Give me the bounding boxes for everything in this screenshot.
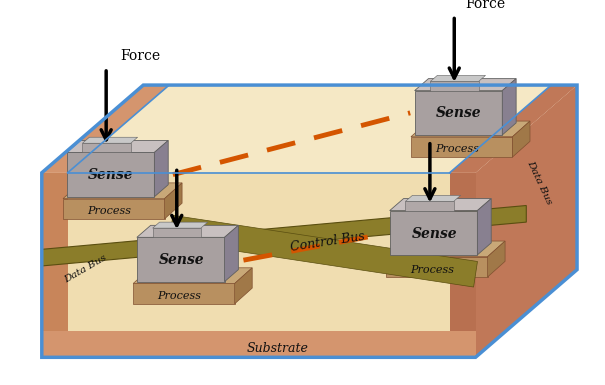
- Polygon shape: [512, 121, 530, 157]
- Polygon shape: [82, 137, 137, 143]
- Polygon shape: [224, 225, 238, 282]
- Text: Control Bus: Control Bus: [290, 230, 366, 254]
- Text: Process: Process: [157, 291, 201, 301]
- Polygon shape: [133, 268, 252, 283]
- Text: Data Bus: Data Bus: [526, 159, 554, 206]
- Polygon shape: [450, 85, 577, 173]
- Polygon shape: [68, 173, 450, 331]
- Polygon shape: [67, 152, 154, 197]
- Polygon shape: [390, 199, 491, 211]
- Polygon shape: [386, 257, 488, 277]
- Polygon shape: [476, 85, 577, 357]
- Polygon shape: [42, 173, 68, 331]
- Polygon shape: [82, 143, 131, 152]
- Polygon shape: [411, 137, 512, 157]
- Polygon shape: [386, 241, 505, 257]
- Polygon shape: [165, 183, 182, 219]
- Text: Substrate: Substrate: [246, 341, 308, 355]
- Polygon shape: [235, 268, 252, 304]
- Polygon shape: [133, 283, 235, 304]
- Polygon shape: [137, 237, 224, 282]
- Polygon shape: [152, 222, 208, 228]
- Polygon shape: [67, 141, 168, 152]
- Text: Sense: Sense: [436, 106, 482, 120]
- Polygon shape: [68, 85, 551, 173]
- Text: Data Bus: Data Bus: [63, 253, 109, 285]
- Polygon shape: [405, 201, 454, 211]
- Polygon shape: [502, 79, 516, 135]
- Polygon shape: [63, 199, 165, 219]
- Polygon shape: [414, 90, 502, 135]
- Polygon shape: [42, 85, 577, 173]
- Polygon shape: [430, 75, 486, 81]
- Text: Process: Process: [435, 144, 479, 154]
- Polygon shape: [42, 331, 476, 357]
- Polygon shape: [137, 225, 238, 237]
- Polygon shape: [411, 121, 530, 137]
- Text: Sense: Sense: [88, 167, 133, 182]
- Polygon shape: [414, 79, 516, 90]
- Polygon shape: [154, 141, 168, 197]
- Text: Process: Process: [410, 264, 454, 275]
- Text: Sense: Sense: [159, 253, 204, 267]
- Polygon shape: [169, 215, 477, 287]
- Polygon shape: [42, 206, 526, 266]
- Text: Force: Force: [120, 49, 160, 64]
- Text: Sense: Sense: [411, 226, 457, 241]
- Polygon shape: [405, 195, 460, 201]
- Polygon shape: [63, 183, 182, 199]
- Text: Process: Process: [87, 206, 131, 216]
- Polygon shape: [450, 173, 476, 331]
- Polygon shape: [390, 211, 477, 255]
- Text: Force: Force: [465, 0, 505, 11]
- Polygon shape: [152, 228, 201, 237]
- Polygon shape: [42, 85, 169, 173]
- Polygon shape: [477, 199, 491, 255]
- Polygon shape: [42, 173, 476, 357]
- Polygon shape: [488, 241, 505, 277]
- Polygon shape: [430, 81, 479, 90]
